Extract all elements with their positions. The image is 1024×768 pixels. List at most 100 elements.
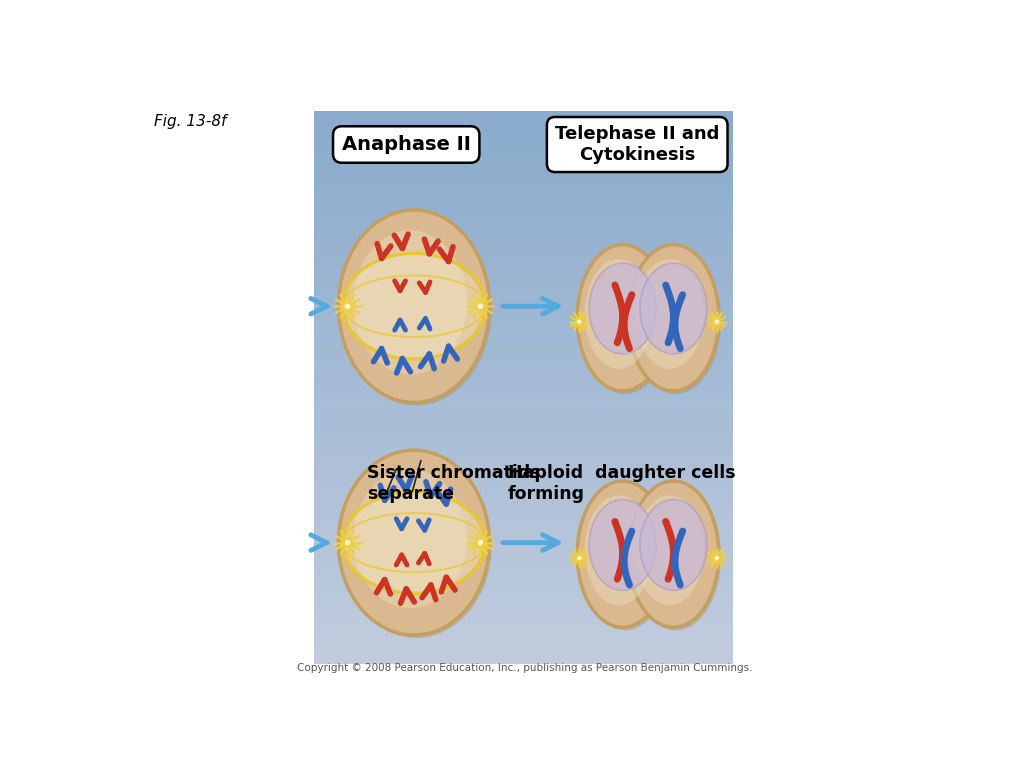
Bar [313, 637, 733, 646]
Ellipse shape [339, 450, 489, 635]
Bar [313, 314, 733, 323]
Bar [313, 333, 733, 342]
Bar [313, 185, 733, 194]
Bar [313, 498, 733, 508]
Bar [313, 554, 733, 563]
Bar [313, 305, 733, 314]
Bar [313, 462, 733, 471]
Bar [313, 508, 733, 517]
Bar [313, 231, 733, 240]
Circle shape [716, 320, 718, 323]
Bar [313, 581, 733, 591]
Ellipse shape [353, 230, 467, 375]
Ellipse shape [341, 453, 492, 638]
Bar [313, 397, 733, 406]
Bar [313, 351, 733, 360]
Bar [313, 222, 733, 231]
Ellipse shape [631, 248, 721, 394]
Bar [313, 130, 733, 139]
Circle shape [476, 538, 484, 547]
Text: Copyright © 2008 Pearson Education, Inc., publishing as Pearson Benjamin Cumming: Copyright © 2008 Pearson Education, Inc.… [297, 663, 753, 673]
Ellipse shape [636, 259, 703, 369]
Text: Haploid  daughter cells
forming: Haploid daughter cells forming [508, 464, 735, 503]
Bar [313, 342, 733, 351]
Bar [313, 323, 733, 333]
Ellipse shape [578, 245, 668, 391]
Bar [313, 240, 733, 250]
Ellipse shape [589, 263, 656, 354]
Ellipse shape [628, 481, 719, 627]
Circle shape [478, 541, 482, 545]
Ellipse shape [339, 210, 489, 402]
Bar [313, 111, 733, 121]
Ellipse shape [640, 499, 707, 591]
Bar [313, 646, 733, 655]
Circle shape [716, 557, 718, 560]
Bar [313, 139, 733, 148]
Ellipse shape [585, 259, 652, 369]
Bar [313, 415, 733, 425]
Circle shape [578, 320, 581, 323]
Text: Telephase II and
Cytokinesis: Telephase II and Cytokinesis [555, 125, 720, 164]
Circle shape [714, 555, 720, 561]
Ellipse shape [344, 494, 483, 591]
Bar [313, 213, 733, 222]
Bar [313, 250, 733, 259]
Bar [313, 535, 733, 545]
Bar [313, 204, 733, 213]
Bar [313, 609, 733, 618]
Bar [313, 369, 733, 379]
Text: Anaphase II: Anaphase II [342, 135, 471, 154]
Circle shape [343, 302, 351, 310]
Ellipse shape [636, 495, 703, 605]
Bar [313, 360, 733, 369]
Ellipse shape [589, 499, 656, 591]
Text: Sister chromatids
separate: Sister chromatids separate [367, 464, 541, 503]
Circle shape [714, 319, 720, 325]
Circle shape [345, 304, 349, 308]
Bar [313, 148, 733, 157]
Circle shape [478, 304, 482, 308]
Bar [313, 618, 733, 627]
Bar [313, 563, 733, 572]
Bar [313, 379, 733, 388]
Bar [313, 517, 733, 526]
Bar [313, 627, 733, 637]
Bar [313, 600, 733, 609]
Circle shape [343, 538, 351, 547]
Bar [313, 268, 733, 277]
Bar [313, 489, 733, 498]
Ellipse shape [585, 495, 652, 605]
Bar [313, 296, 733, 305]
Ellipse shape [580, 484, 671, 631]
Circle shape [577, 555, 583, 561]
Ellipse shape [341, 213, 492, 406]
Bar [313, 655, 733, 664]
Bar [313, 526, 733, 535]
Bar [313, 121, 733, 130]
Bar [313, 406, 733, 415]
Bar [313, 259, 733, 268]
Circle shape [577, 319, 583, 325]
Ellipse shape [353, 469, 467, 608]
Bar [313, 545, 733, 554]
Bar [313, 591, 733, 600]
Bar [313, 176, 733, 185]
Bar [313, 443, 733, 452]
Ellipse shape [628, 245, 719, 391]
Bar [313, 194, 733, 204]
Bar [313, 480, 733, 489]
Bar [313, 167, 733, 176]
Bar [313, 277, 733, 286]
Bar [313, 452, 733, 462]
Circle shape [345, 541, 349, 545]
Bar [313, 434, 733, 443]
Text: Fig. 13-8f: Fig. 13-8f [154, 114, 226, 129]
Bar [313, 425, 733, 434]
Bar [313, 388, 733, 397]
Ellipse shape [631, 484, 721, 631]
Bar [313, 572, 733, 581]
Ellipse shape [580, 248, 671, 394]
Bar [313, 157, 733, 167]
Bar [313, 286, 733, 296]
